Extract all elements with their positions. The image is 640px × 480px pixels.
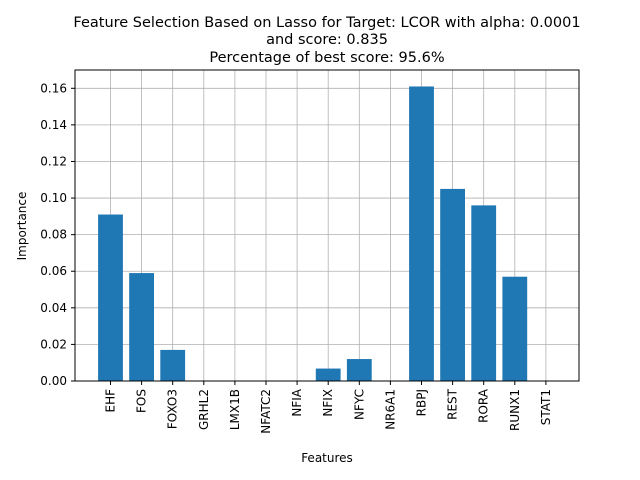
y-tick-label: 0.06 [40,264,67,278]
chart-title: Feature Selection Based on Lasso for Tar… [73,15,580,66]
chart-title-line-2: and score: 0.835 [266,32,388,48]
bars [98,86,528,381]
y-tick-label: 0.10 [40,191,67,205]
bar-fos [129,273,154,381]
x-tick-label: NFYC [352,389,366,420]
y-tick-label: 0.02 [40,337,67,351]
x-axis-label: Features [301,451,353,465]
y-tick-label: 0.16 [40,81,67,95]
bar-ehf [98,214,123,381]
x-tick-label: GRHL2 [197,389,211,430]
x-tick-label: LMX1B [228,389,242,430]
bar-nfyc [346,359,372,381]
axis-tick-labels: 0.00 0.02 0.04 0.06 0.08 0.10 0.12 0.14 0.16 EHF F… [40,81,553,433]
y-axis-label: Importance [15,192,29,261]
bar-runx1 [502,276,528,381]
x-tick-label: NFIA [290,388,304,416]
bar-foxo3 [160,349,186,381]
x-tick-label: STAT1 [539,389,553,425]
x-tick-label: FOXO3 [166,389,180,429]
chart-title-line-3: Percentage of best score: 95.6% [209,50,444,66]
chart-title-line-1: Feature Selection Based on Lasso for Tar… [73,15,580,31]
x-tick-label: RUNX1 [508,389,522,431]
x-tick-label: FOS [135,389,149,413]
bar-rora [471,205,497,381]
x-tick-label: EHF [104,389,118,413]
x-tick-label: RORA [477,388,491,423]
y-tick-label: 0.04 [40,301,67,315]
x-tick-label: NFIX [321,389,335,417]
bar-rest [440,188,465,381]
x-tick-label: RBPJ [415,389,429,416]
x-tick-label: NR6A1 [383,389,397,430]
y-tick-label: 0.14 [40,118,67,132]
bar-nfix [315,368,341,381]
y-tick-label: 0.00 [40,374,67,388]
bar-rbpj [409,86,434,381]
plot-area-frame [74,69,580,382]
x-tick-label: NFATC2 [259,389,273,434]
axis-ticks [71,87,547,385]
y-tick-label: 0.08 [40,228,67,242]
y-tick-label: 0.12 [40,154,67,168]
x-tick-label: REST [446,388,460,420]
